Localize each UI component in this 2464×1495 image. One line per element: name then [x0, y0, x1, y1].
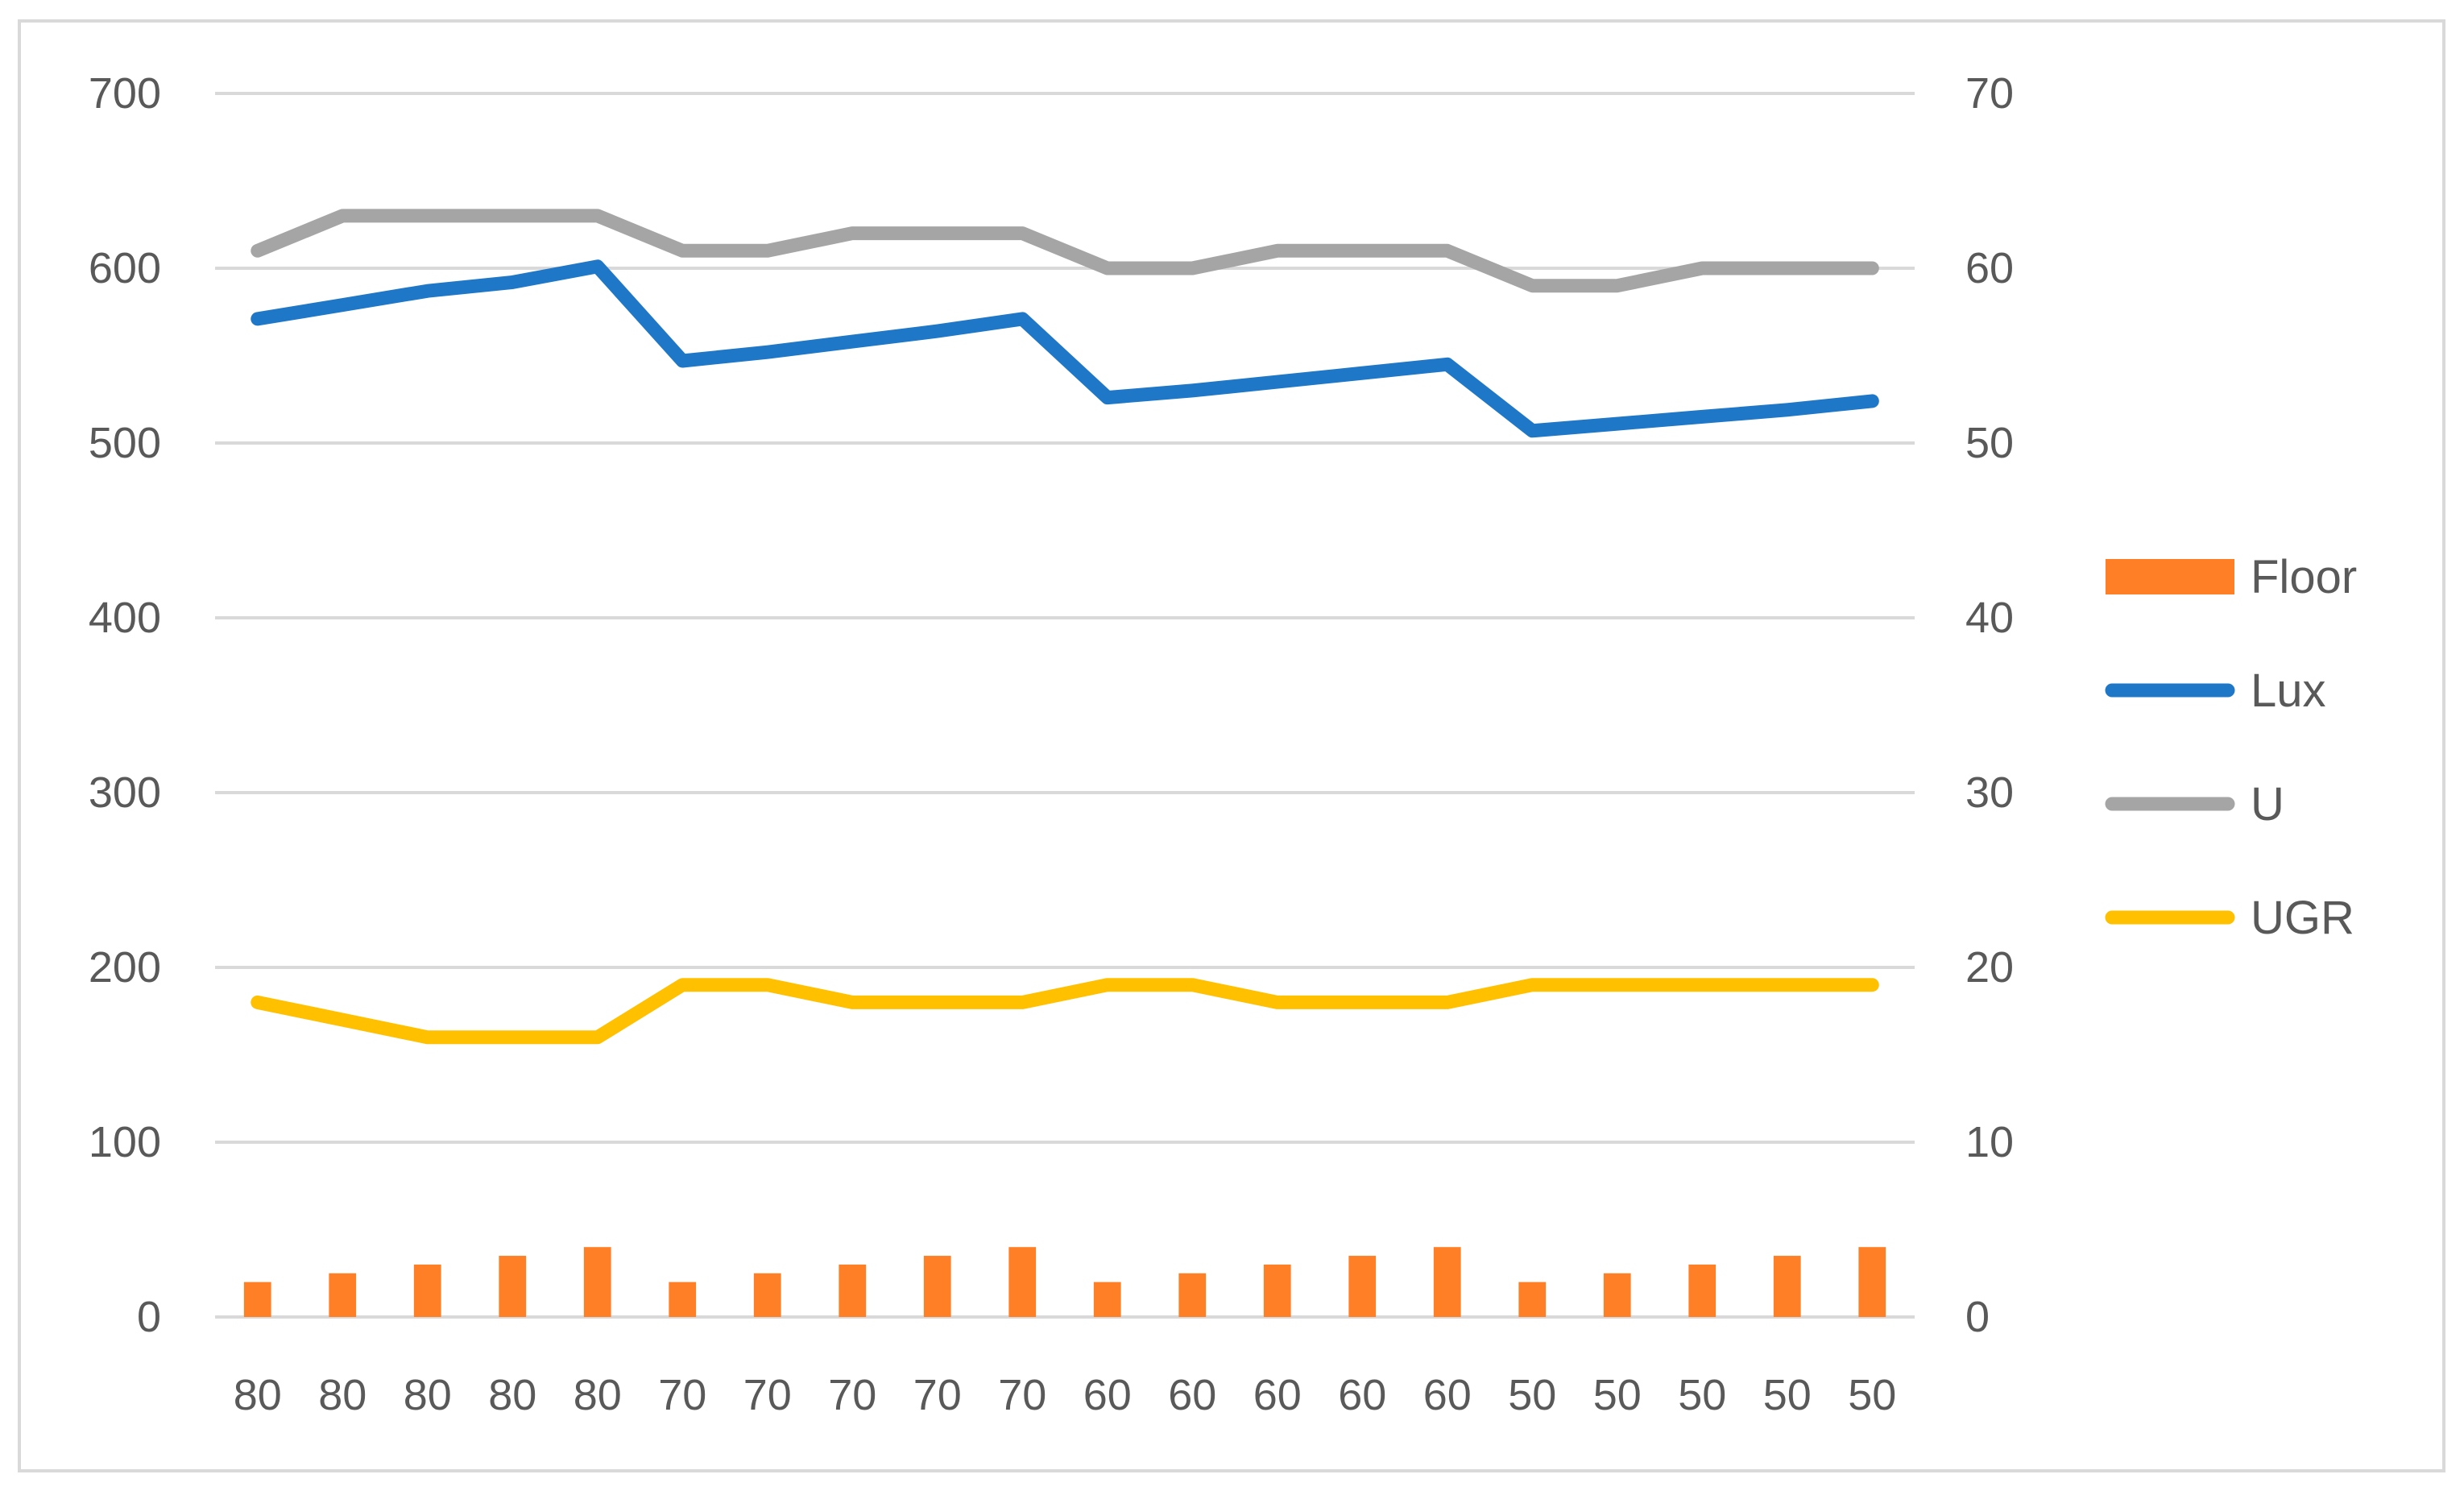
y-right-tick-label: 20 — [1965, 943, 2014, 992]
y-left-tick-label: 0 — [137, 1293, 161, 1341]
bar-floor — [1433, 1247, 1461, 1317]
y-left-tick-label: 100 — [89, 1118, 161, 1166]
bar-floor — [413, 1264, 441, 1317]
y-left-tick-label: 700 — [89, 69, 161, 118]
bar-floor — [1518, 1282, 1547, 1317]
x-tick-label: 50 — [1678, 1371, 1726, 1419]
x-tick-label: 80 — [574, 1371, 622, 1419]
x-tick-label: 70 — [998, 1371, 1046, 1419]
x-tick-label: 50 — [1848, 1371, 1896, 1419]
x-tick-label: 70 — [743, 1371, 792, 1419]
y-right-tick-label: 30 — [1965, 768, 2014, 817]
bar-floor — [1178, 1273, 1207, 1317]
x-tick-label: 70 — [828, 1371, 876, 1419]
bar-floor — [329, 1273, 357, 1317]
bar-floor — [839, 1264, 867, 1317]
y-right-tick-label: 0 — [1965, 1293, 1990, 1341]
bar-floor — [499, 1256, 527, 1317]
y-right-tick-label: 10 — [1965, 1118, 2014, 1166]
bar-floor — [1348, 1256, 1377, 1317]
legend: Floor Lux U UGR — [2105, 551, 2357, 944]
x-tick-label: 50 — [1508, 1371, 1556, 1419]
y-left-tick-label: 200 — [89, 943, 161, 992]
bar-floor — [1858, 1247, 1886, 1317]
x-tick-label: 60 — [1168, 1371, 1216, 1419]
legend-swatch-floor — [2106, 559, 2234, 594]
y-right-tick-label: 60 — [1965, 244, 2014, 292]
x-tick-label: 70 — [913, 1371, 962, 1419]
x-tick-label: 80 — [488, 1371, 536, 1419]
bar-floor — [1773, 1256, 1801, 1317]
chart-border — [18, 19, 2445, 1472]
floor-bars — [243, 1247, 1886, 1317]
y-left-tick-label: 300 — [89, 768, 161, 817]
bar-floor — [923, 1256, 951, 1317]
legend-label-lux: Lux — [2251, 665, 2326, 717]
bar-floor — [243, 1282, 271, 1317]
legend-label-ugr: UGR — [2251, 892, 2354, 944]
y-right-tick-label: 40 — [1965, 594, 2014, 642]
y-right-tick-label: 70 — [1965, 69, 2014, 118]
x-tick-label: 60 — [1083, 1371, 1132, 1419]
gridlines — [215, 92, 1915, 1319]
bar-floor — [1688, 1264, 1717, 1317]
line-u — [251, 209, 1879, 293]
line-lux — [251, 259, 1879, 438]
bar-floor — [1093, 1282, 1121, 1317]
legend-label-floor: Floor — [2251, 551, 2357, 603]
line-ugr — [251, 978, 1879, 1045]
bar-floor — [1603, 1273, 1631, 1317]
x-tick-label: 70 — [658, 1371, 706, 1419]
x-tick-label: 60 — [1253, 1371, 1302, 1419]
x-tick-label: 80 — [404, 1371, 452, 1419]
y-right-tick-label: 50 — [1965, 419, 2014, 467]
x-tick-label: 60 — [1338, 1371, 1386, 1419]
x-tick-label: 50 — [1763, 1371, 1812, 1419]
bar-floor — [669, 1282, 697, 1317]
x-tick-label: 50 — [1593, 1371, 1642, 1419]
y-left-tick-label: 600 — [89, 244, 161, 292]
x-tick-label: 80 — [234, 1371, 282, 1419]
series-lines — [251, 209, 1879, 1045]
legend-label-u: U — [2251, 778, 2284, 830]
y-left-tick-label: 400 — [89, 594, 161, 642]
bar-floor — [1008, 1247, 1037, 1317]
axis-labels: 0 100 200 300 400 500 600 700 0 10 20 30 40 50 60 70 80 8… — [89, 69, 2014, 1419]
bar-floor — [583, 1247, 611, 1317]
x-tick-label: 80 — [318, 1371, 366, 1419]
bar-floor — [1263, 1264, 1291, 1317]
bar-floor — [753, 1273, 781, 1317]
y-left-tick-label: 500 — [89, 419, 161, 467]
x-tick-label: 60 — [1423, 1371, 1472, 1419]
